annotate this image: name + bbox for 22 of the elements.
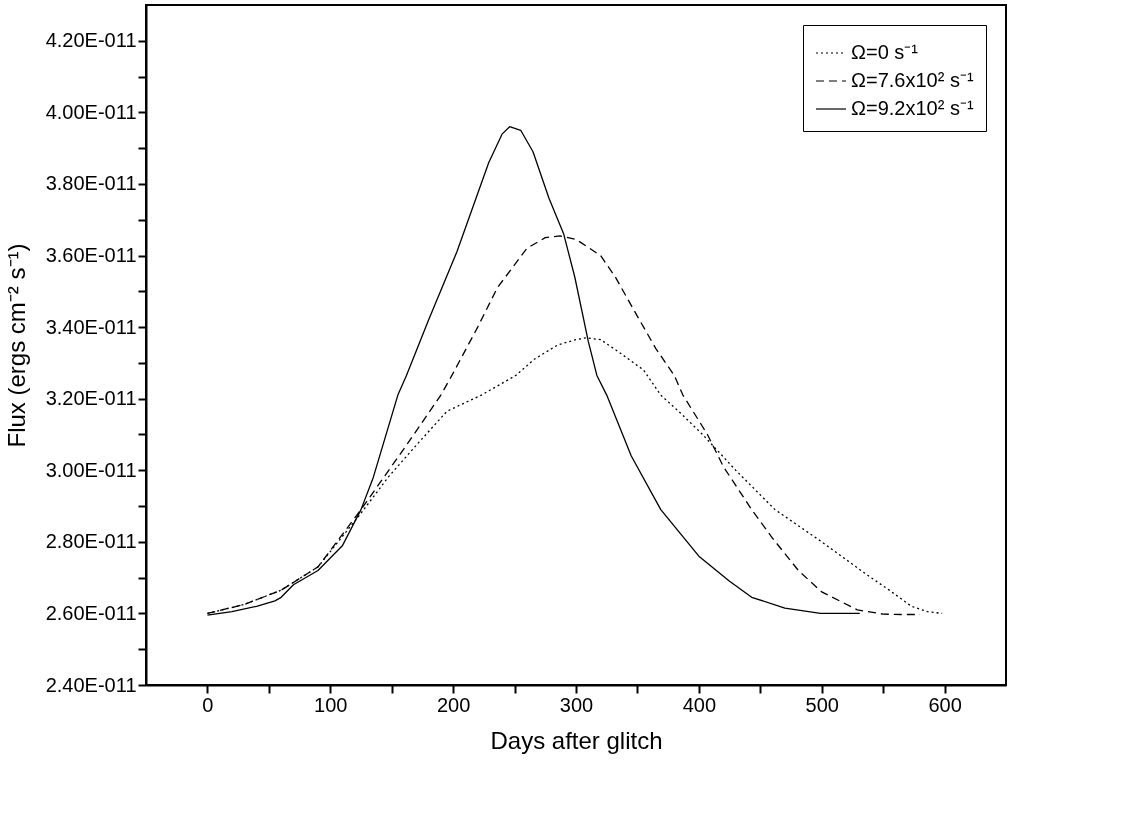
- x-tick-label: 200: [436, 693, 471, 716]
- y-axis-title: Flux (ergs cm⁻² s⁻¹): [2, 243, 30, 448]
- legend-label: Ω=0 s⁻¹: [851, 41, 919, 63]
- x-tick-label: 300: [559, 693, 594, 716]
- y-tick-label: 2.60E-011: [45, 601, 137, 624]
- y-tick-label: 3.80E-011: [45, 172, 137, 195]
- x-tick-label: 500: [805, 693, 839, 716]
- x-tick-label: 600: [928, 693, 962, 716]
- y-tick-label: 3.40E-011: [45, 315, 137, 338]
- x-tick-label: 100: [314, 693, 348, 716]
- x-tick-label: 400: [682, 693, 717, 716]
- x-axis-title: Days after glitch: [490, 726, 663, 754]
- y-tick-label: 3.00E-011: [45, 458, 137, 481]
- y-tick-label: 2.80E-011: [45, 530, 137, 553]
- y-tick-label: 2.40E-011: [45, 673, 137, 696]
- y-tick-label: 4.20E-011: [45, 29, 137, 52]
- y-tick-label: 4.00E-011: [45, 100, 137, 123]
- y-tick-label: 3.20E-011: [45, 387, 137, 410]
- legend-label: Ω=9.2x10² s⁻¹: [851, 97, 974, 119]
- legend-label: Ω=7.6x10² s⁻¹: [851, 69, 974, 91]
- x-tick-label: 0: [202, 693, 214, 716]
- y-tick-label: 3.60E-011: [45, 244, 137, 267]
